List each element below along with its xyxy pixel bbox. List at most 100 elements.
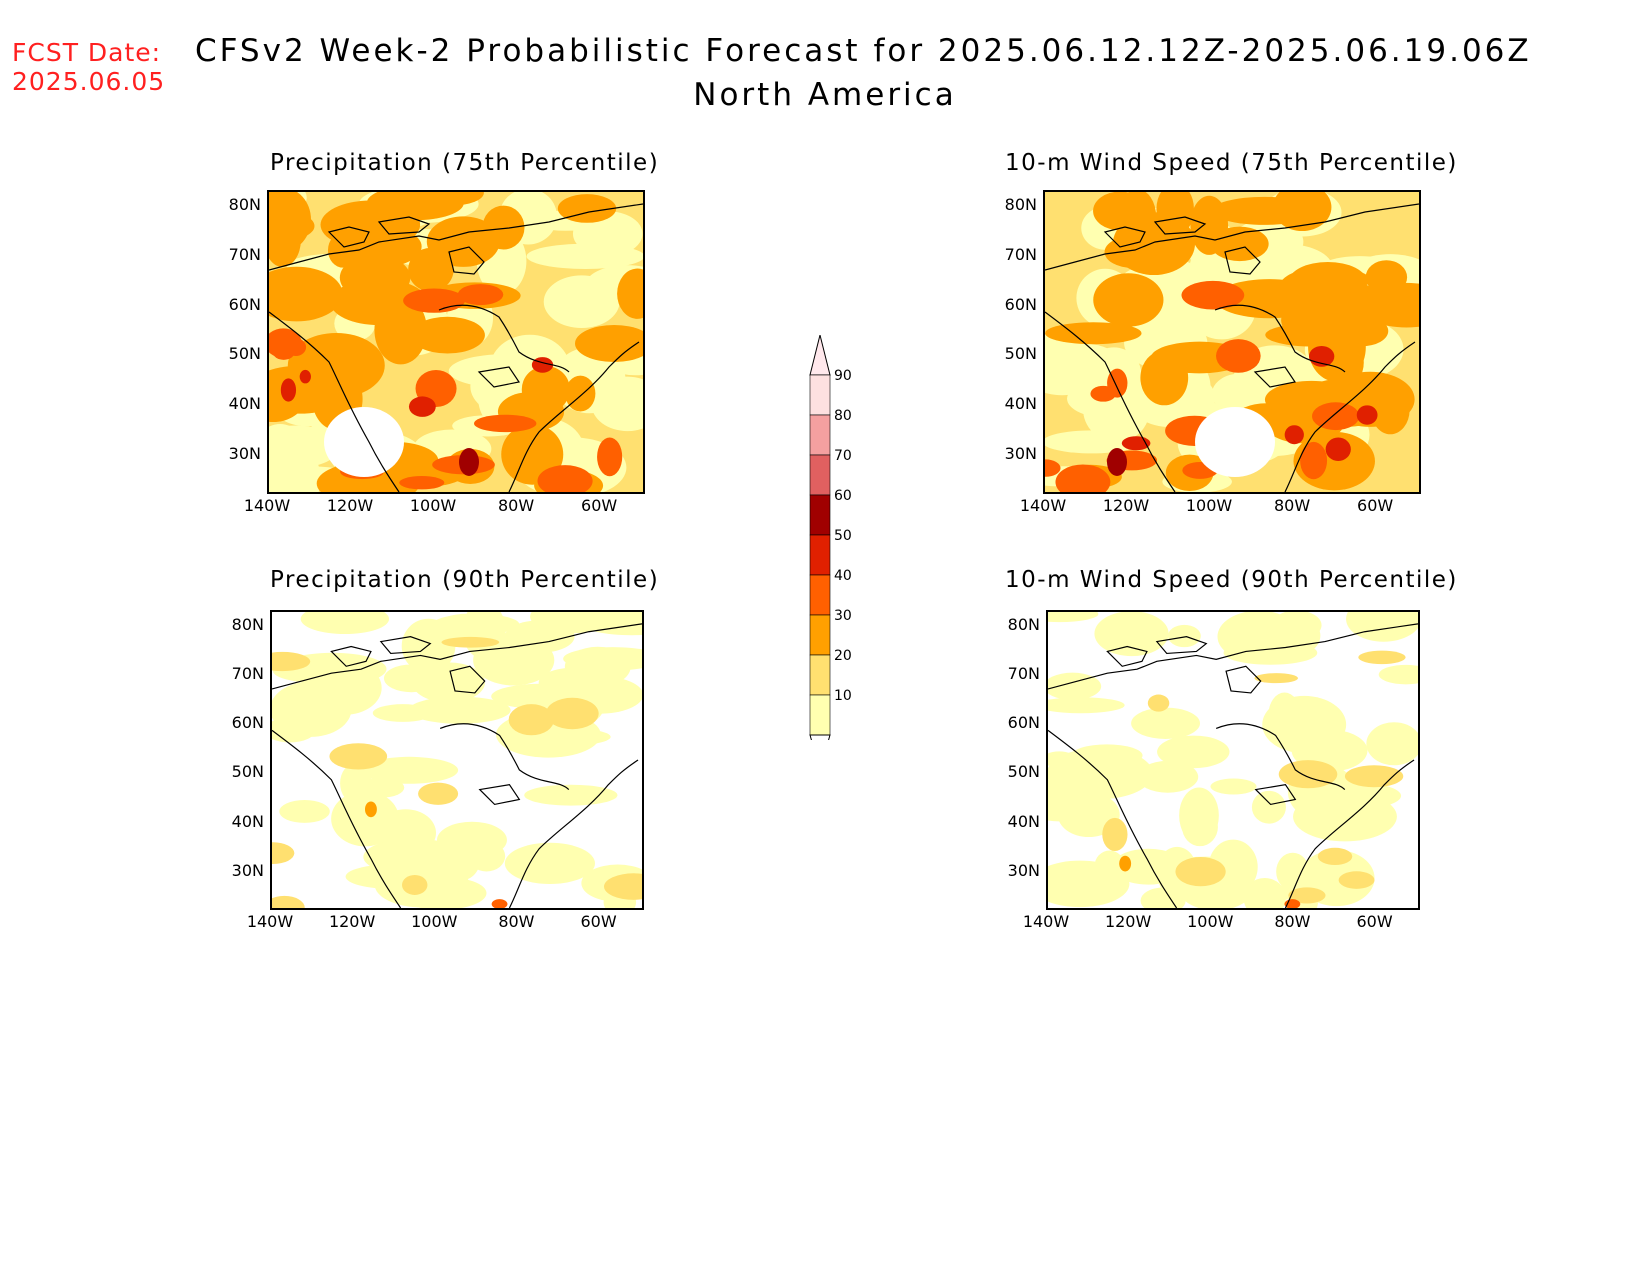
field-contour [300, 612, 390, 635]
colorbar-level-label: 30 [834, 608, 852, 624]
field-contour [280, 378, 297, 402]
fcst-date-label: FCST Date: [12, 38, 162, 67]
field-contour [1254, 673, 1298, 684]
field-contour [410, 316, 485, 354]
lat-tick-label: 80N [1004, 195, 1037, 214]
field-contour [1045, 459, 1061, 477]
field-contour [545, 697, 599, 730]
map-precip75 [267, 190, 645, 494]
field-contour [420, 192, 484, 206]
field-contour [327, 232, 359, 268]
lon-tick-label: 140W [246, 912, 294, 931]
field-contour [491, 899, 508, 908]
field-contour [1045, 350, 1100, 396]
lon-tick-label: 80W [1273, 496, 1311, 515]
colorbar-level-label: 50 [834, 528, 852, 544]
lat-tick-label: 30N [1004, 444, 1037, 463]
field-contour [1048, 751, 1077, 768]
field-contour [575, 324, 643, 363]
field-contour [374, 295, 427, 365]
field-contour [524, 784, 618, 806]
lon-tick-label: 100W [1187, 912, 1234, 931]
lat-tick-label: 50N [228, 344, 261, 364]
field-contour [272, 895, 305, 908]
field-contour [339, 254, 411, 301]
map-field-wind75 [1045, 192, 1419, 492]
lat-tick-label: 40N [1007, 811, 1040, 831]
field-contour [557, 194, 617, 223]
fcst-date-block: FCST Date: 2025.06.05 [12, 38, 165, 96]
colorbar-swatch [809, 494, 831, 536]
colorbar-level-label: 70 [834, 448, 852, 464]
field-contour [504, 842, 596, 885]
lon-tick-label: 120W [326, 496, 374, 515]
field-contour [273, 345, 295, 360]
field-contour [1182, 807, 1218, 847]
colorbar-level-label: 20 [834, 648, 852, 664]
field-contour [1356, 405, 1378, 425]
field-contour [272, 651, 311, 672]
field-contour [521, 365, 570, 413]
lon-tick-label: 120W [328, 912, 376, 931]
field-contour [1316, 782, 1402, 809]
field-contour [1338, 871, 1375, 889]
colorbar-swatch [809, 574, 831, 616]
map-wind75 [1043, 190, 1421, 494]
colorbar: 90 80 70 60 50 40 30 20 10 [800, 334, 860, 772]
colorbar-swatch [809, 414, 831, 456]
field-contour [543, 275, 620, 329]
lat-tick-label: 30N [1007, 860, 1040, 880]
map-field-wind90 [1048, 612, 1418, 908]
field-contour [1156, 192, 1194, 236]
lon-tick-label: 140W [1022, 912, 1070, 931]
field-contour [1329, 339, 1364, 386]
colorbar-top-cap [809, 334, 831, 376]
field-contour [1093, 192, 1148, 231]
field-contour [1045, 322, 1142, 345]
field-contour [1175, 856, 1226, 887]
field-contour [299, 369, 311, 384]
field-contour [1048, 697, 1125, 714]
field-contour [526, 243, 643, 269]
page-subtitle: North America [693, 77, 957, 113]
lon-tick-label: 120W [1102, 496, 1150, 515]
lat-tick-label: 50N [1007, 762, 1040, 782]
field-contour [1251, 790, 1286, 824]
field-contour [418, 782, 459, 805]
field-contour [1365, 260, 1408, 295]
field-contour [324, 407, 404, 477]
field-contour [474, 414, 537, 433]
colorbar-bottom-cap [809, 734, 831, 772]
lat-tick-label: 30N [228, 444, 261, 463]
colorbar-level-label: 90 [834, 368, 852, 384]
lon-tick-label: 60W [580, 912, 617, 931]
field-contour [269, 365, 352, 414]
lon-tick-label: 80W [498, 912, 535, 931]
colorbar-swatch [809, 694, 831, 736]
field-contour [1167, 624, 1201, 648]
lat-tick-label: 70N [1004, 244, 1037, 264]
field-contour [1262, 695, 1347, 754]
field-contour [1288, 887, 1326, 904]
field-contour [1312, 402, 1360, 431]
lat-tick-label: 80N [1007, 615, 1040, 634]
lon-tick-label: 60W [581, 496, 618, 515]
lon-tick-label: 60W [1357, 496, 1394, 515]
colorbar-swatch [809, 454, 831, 496]
field-contour [1071, 744, 1143, 767]
colorbar-level-label: 10 [834, 688, 852, 704]
lat-tick-label: 40N [231, 811, 264, 831]
colorbar-level-label: 40 [834, 568, 852, 584]
lon-tick-label: 100W [411, 912, 458, 931]
field-contour [604, 873, 642, 900]
field-contour [1300, 441, 1328, 480]
field-contour [331, 791, 399, 847]
coastline [1048, 623, 1418, 908]
lon-tick-label: 140W [243, 496, 291, 515]
map-wind90 [1046, 610, 1420, 910]
lat-tick-label: 70N [231, 664, 264, 684]
field-contour [1264, 614, 1321, 657]
lat-tick-label: 70N [228, 244, 261, 264]
field-contour [412, 662, 485, 703]
field-contour [269, 266, 343, 322]
